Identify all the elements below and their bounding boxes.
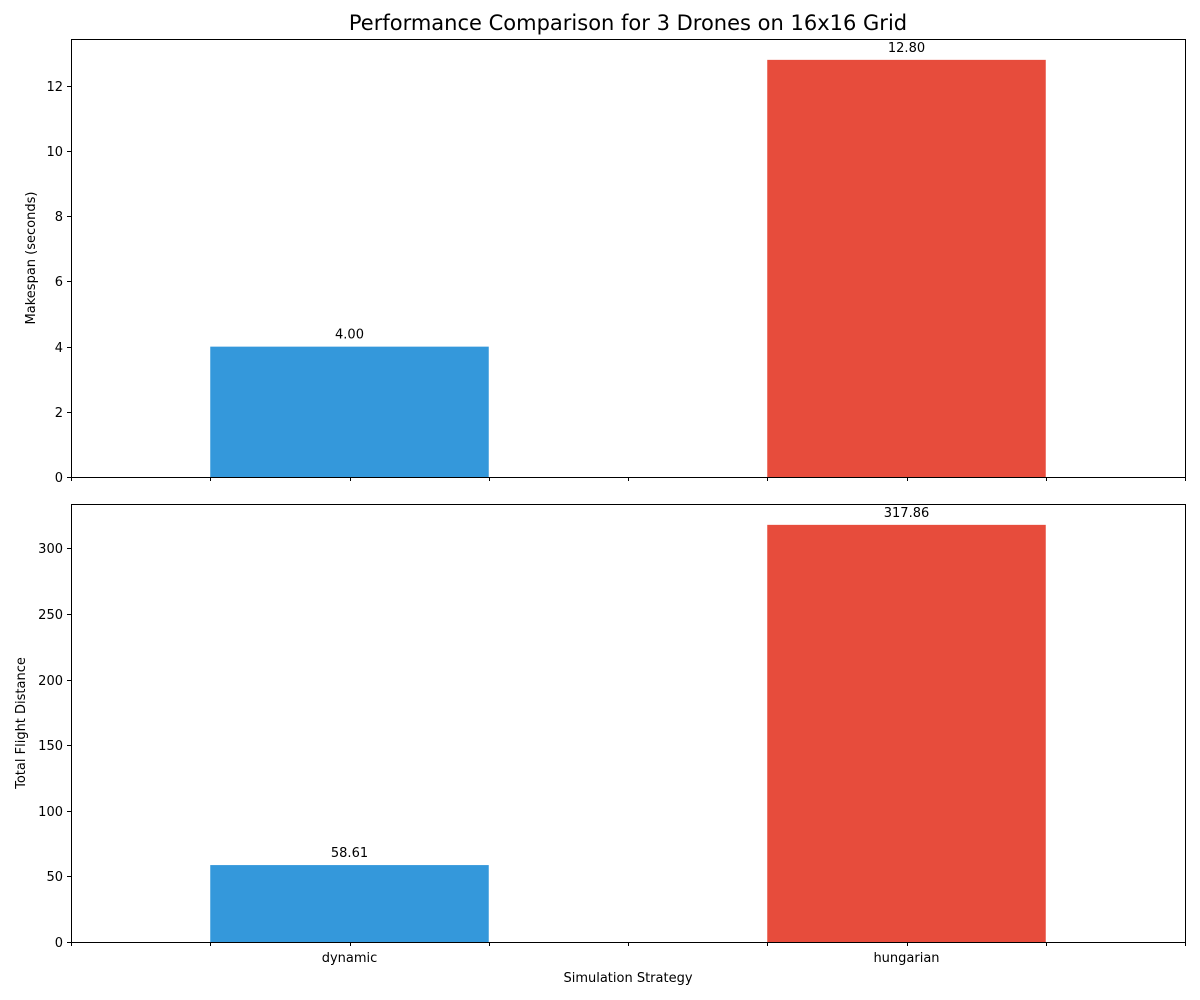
makespan-axes-frame [71, 39, 1186, 478]
distance-ytick-label: 250 [38, 608, 63, 623]
makespan-y-ticks: 0 2 4 6 8 10 12 [46, 80, 71, 486]
x-axis-label: Simulation Strategy [563, 971, 692, 986]
x-category-label-hungarian: hungarian [873, 951, 939, 966]
distance-bar-dynamic [210, 865, 489, 942]
makespan-panel: Makespan (seconds) 0 2 4 6 8 10 12 4.00 12.80 [24, 39, 1186, 486]
makespan-ytick-label: 10 [46, 145, 63, 160]
distance-ytick-label: 100 [38, 805, 63, 820]
makespan-ytick-label: 2 [55, 406, 63, 421]
distance-axes-frame [71, 504, 1186, 943]
distance-y-ticks: 0 50 100 150 200 250 300 [38, 542, 71, 951]
distance-value-labels: 58.61 317.86 [331, 506, 929, 861]
makespan-bar-hungarian [767, 59, 1046, 477]
makespan-bars [210, 59, 1046, 477]
distance-ytick-label: 300 [38, 542, 63, 557]
distance-ytick-label: 150 [38, 739, 63, 754]
distance-bars [210, 524, 1046, 942]
distance-value-label-dynamic: 58.61 [331, 846, 368, 861]
makespan-y-axis-label: Makespan (seconds) [24, 192, 39, 325]
distance-ytick-label: 50 [46, 870, 63, 885]
makespan-value-labels: 4.00 12.80 [335, 41, 925, 343]
makespan-ytick-label: 0 [55, 471, 63, 486]
distance-ytick-label: 200 [38, 674, 63, 689]
chart-title: Performance Comparison for 3 Drones on 1… [349, 11, 907, 35]
makespan-value-label-hungarian: 12.80 [888, 41, 925, 56]
makespan-ytick-label: 6 [55, 275, 63, 290]
makespan-ytick-label: 12 [46, 80, 63, 95]
makespan-bar-dynamic [210, 346, 489, 477]
distance-value-label-hungarian: 317.86 [884, 506, 930, 521]
distance-bar-hungarian [767, 524, 1046, 942]
makespan-ytick-label: 8 [55, 210, 63, 225]
distance-y-axis-label: Total Flight Distance [14, 657, 29, 790]
distance-ytick-label: 0 [55, 936, 63, 951]
x-category-labels: dynamic hungarian [322, 951, 940, 966]
makespan-ytick-label: 4 [55, 341, 63, 356]
x-category-label-dynamic: dynamic [322, 951, 378, 966]
distance-panel: Total Flight Distance 0 50 100 150 200 250 300… [14, 504, 1186, 951]
makespan-value-label-dynamic: 4.00 [335, 328, 364, 343]
